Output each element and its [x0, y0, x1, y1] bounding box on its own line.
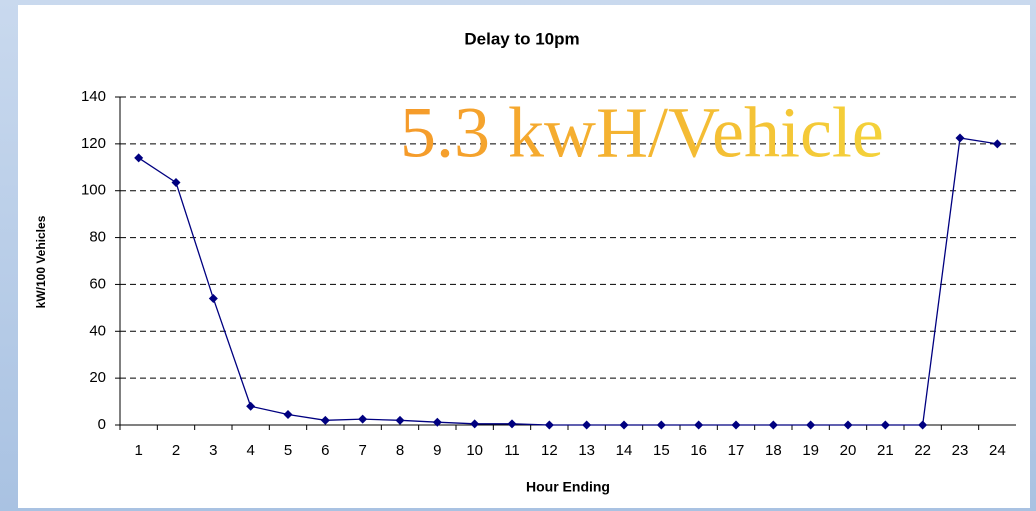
data-point [843, 420, 853, 430]
data-point [246, 401, 256, 411]
y-tick-label: 140 [81, 88, 106, 105]
chart-background [18, 5, 1030, 508]
x-axis-label: Hour Ending [526, 479, 610, 495]
chart-title: Delay to 10pm [464, 29, 579, 48]
x-tick-label: 23 [952, 442, 969, 459]
x-tick-label: 6 [321, 442, 329, 459]
x-tick-label: 1 [134, 442, 142, 459]
y-tick-label: 80 [89, 229, 106, 246]
data-point [507, 419, 517, 429]
y-axis-label: kW/100 Vehicles [34, 215, 48, 308]
y-tick-label: 60 [89, 275, 106, 292]
x-tick-label: 19 [802, 442, 819, 459]
data-point [955, 133, 965, 143]
x-tick-label: 9 [433, 442, 441, 459]
data-point [918, 420, 928, 430]
x-tick-label: 7 [358, 442, 366, 459]
x-tick-label: 8 [396, 442, 404, 459]
data-point [806, 420, 816, 430]
data-point [320, 415, 330, 425]
y-tick-label: 100 [81, 182, 106, 199]
x-tick-label: 13 [578, 442, 595, 459]
data-point [731, 420, 741, 430]
line-series [138, 137, 998, 426]
data-point [992, 139, 1002, 149]
data-point [544, 420, 554, 430]
data-point [208, 293, 218, 303]
x-tick-label: 22 [914, 442, 931, 459]
x-tick-label: 11 [504, 442, 520, 459]
x-tick-label: 16 [690, 442, 707, 459]
data-point [768, 420, 778, 430]
x-tick-label: 15 [653, 442, 670, 459]
x-tick-label: 24 [989, 442, 1006, 459]
data-point [656, 420, 666, 430]
x-tick-label: 10 [466, 442, 483, 459]
y-tick-label: 0 [98, 416, 106, 433]
y-tick-label: 40 [89, 322, 106, 339]
data-point [470, 419, 480, 429]
x-tick-label: 2 [172, 442, 180, 459]
data-point [358, 414, 368, 424]
x-tick-label: 14 [616, 442, 633, 459]
data-point [395, 415, 405, 425]
x-tick-label: 20 [840, 442, 857, 459]
x-tick-label: 18 [765, 442, 782, 459]
x-tick-label: 21 [877, 442, 894, 459]
data-point [619, 420, 629, 430]
x-tick-label: 5 [284, 442, 292, 459]
data-point [283, 409, 293, 419]
data-point [171, 178, 181, 188]
data-point [880, 420, 890, 430]
x-tick-label: 4 [246, 442, 254, 459]
data-point [694, 420, 704, 430]
y-tick-label: 120 [81, 135, 106, 152]
data-point [432, 417, 442, 427]
data-point [582, 420, 592, 430]
x-tick-label: 12 [541, 442, 558, 459]
x-tick-label: 17 [728, 442, 745, 459]
x-tick-label: 3 [209, 442, 217, 459]
data-point [134, 153, 144, 163]
y-tick-label: 20 [89, 369, 106, 386]
annotation: 5.3 kwH/Vehicle [400, 93, 884, 173]
